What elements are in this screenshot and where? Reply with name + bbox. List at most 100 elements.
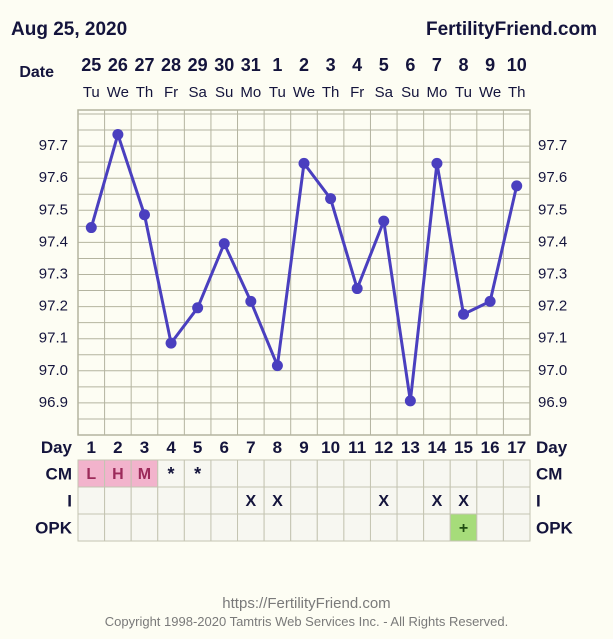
intercourse-cell xyxy=(343,486,371,515)
weekday-label: Mo xyxy=(240,84,261,101)
opk-cell xyxy=(423,513,451,542)
weekday-label: Tu xyxy=(269,84,286,101)
intercourse-cell-value: X xyxy=(378,493,389,510)
weekday-label: Th xyxy=(136,84,154,101)
date-label: 4 xyxy=(352,55,362,75)
temperature-point xyxy=(271,360,283,372)
date-label: 6 xyxy=(405,55,415,75)
y-tick-label-right: 97.0 xyxy=(538,362,567,379)
intercourse-cell xyxy=(290,486,318,515)
y-tick-label-left: 97.1 xyxy=(39,330,68,347)
cycle-day-label: 11 xyxy=(348,438,366,457)
cycle-day-label: 7 xyxy=(246,438,255,457)
temperature-grid-frame xyxy=(77,109,531,436)
y-tick-label-right: 97.2 xyxy=(538,298,567,315)
cm-cell-value: L xyxy=(86,466,96,483)
opk-cell xyxy=(316,513,345,542)
opk-cell xyxy=(396,513,425,542)
footer-url: https://FertilityFriend.com xyxy=(222,595,391,612)
intercourse-cell-value: X xyxy=(432,493,443,510)
cycle-day-label: 15 xyxy=(454,438,473,457)
cm-cell xyxy=(423,459,451,488)
y-tick-label-left: 97.5 xyxy=(39,201,68,218)
date-label: 9 xyxy=(485,55,495,75)
temperature-point xyxy=(112,128,124,140)
y-tick-label-right: 96.9 xyxy=(538,394,567,411)
intercourse-cell xyxy=(104,486,132,515)
opk-cell xyxy=(263,513,292,542)
date-label: 31 xyxy=(241,55,261,75)
temperature-point xyxy=(298,157,310,169)
y-tick-label-left: 97.6 xyxy=(39,169,68,186)
cm-cell xyxy=(316,459,345,488)
y-tick-label-left: 96.9 xyxy=(39,394,68,411)
opk-cell xyxy=(343,513,371,542)
intercourse-cell xyxy=(130,486,159,515)
weekday-label: We xyxy=(479,84,501,101)
intercourse-cell xyxy=(476,486,504,515)
cm-cell xyxy=(369,459,398,488)
temperature-point xyxy=(192,302,204,314)
y-tick-label-left: 97.0 xyxy=(39,362,68,379)
weekday-label: Sa xyxy=(188,84,207,101)
weekday-label: We xyxy=(107,84,129,101)
opk-cell xyxy=(210,513,239,542)
opk-cell xyxy=(130,513,159,542)
intercourse-cell xyxy=(210,486,239,515)
cm-cell-value: H xyxy=(112,466,124,483)
cycle-day-label: 9 xyxy=(299,438,308,457)
temperature-point xyxy=(165,337,177,349)
cm-cell-value: M xyxy=(138,466,151,483)
intercourse-cell xyxy=(77,486,106,515)
y-tick-label-right: 97.5 xyxy=(538,201,567,218)
cm-cell xyxy=(290,459,318,488)
intercourse-row-label: I xyxy=(67,492,72,511)
weekday-label: Tu xyxy=(83,84,100,101)
cm-cell xyxy=(104,459,132,488)
opk-row-label: OPK xyxy=(35,519,73,538)
temperature-point xyxy=(511,180,523,192)
weekday-label: Th xyxy=(322,84,340,101)
cycle-day-label: 1 xyxy=(87,438,96,457)
cycle-day-label: 6 xyxy=(220,438,229,457)
intercourse-cell-value: X xyxy=(272,493,283,510)
y-tick-label-right: 97.7 xyxy=(538,137,567,154)
temperature-point xyxy=(351,283,363,295)
intercourse-cell xyxy=(502,486,531,515)
temperature-line xyxy=(89,132,519,403)
cm-cell xyxy=(476,459,504,488)
cm-cell-value: * xyxy=(194,464,201,484)
day-row-label: Day xyxy=(41,438,73,457)
date-label: 30 xyxy=(214,55,234,75)
date-row-label: Date xyxy=(19,64,54,81)
weekday-label: Fr xyxy=(164,84,178,101)
date-label: 10 xyxy=(507,55,527,75)
opk-cell xyxy=(369,513,398,542)
weekday-label: Tu xyxy=(455,84,472,101)
date-label: 29 xyxy=(188,55,208,75)
temperature-point xyxy=(85,222,97,234)
chart-date: Aug 25, 2020 xyxy=(11,19,128,40)
date-label: 5 xyxy=(379,55,389,75)
intercourse-cell xyxy=(157,486,185,515)
date-label: 28 xyxy=(161,55,181,75)
temperature-point xyxy=(484,295,496,307)
intercourse-cell xyxy=(183,486,212,515)
cm-row-label: CM xyxy=(46,465,72,484)
temperature-point xyxy=(404,395,416,407)
opk-cell xyxy=(157,513,185,542)
intercourse-cell-value: X xyxy=(458,493,469,510)
y-tick-label-left: 97.4 xyxy=(39,233,68,250)
y-tick-label-right: 97.6 xyxy=(538,169,567,186)
cycle-day-label: 4 xyxy=(166,438,176,457)
weekday-label: We xyxy=(293,84,315,101)
cm-cell-value: * xyxy=(168,464,175,484)
intercourse-cell xyxy=(423,486,451,515)
weekday-label: Mo xyxy=(427,84,448,101)
opk-cell xyxy=(502,513,531,542)
opk-cell xyxy=(77,513,106,542)
cm-cell xyxy=(263,459,292,488)
opk-row-label-right: OPK xyxy=(536,519,574,538)
intercourse-cell xyxy=(316,486,345,515)
date-label: 27 xyxy=(134,55,154,75)
